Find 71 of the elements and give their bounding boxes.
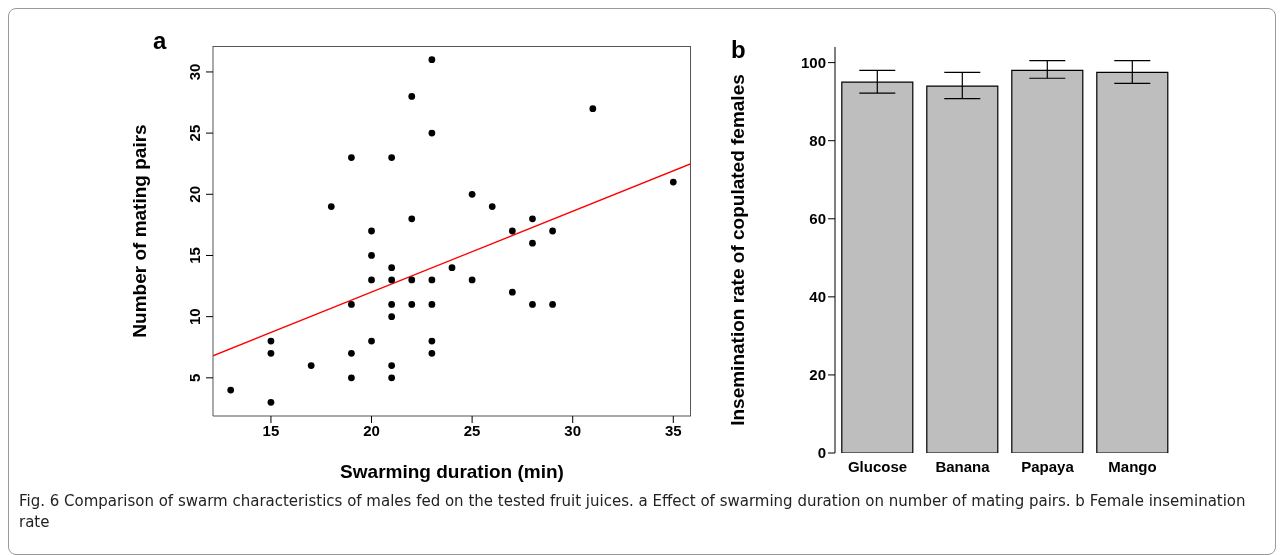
point xyxy=(669,178,677,186)
point xyxy=(408,93,416,100)
chart-title: a xyxy=(153,27,167,55)
point xyxy=(589,105,597,113)
point xyxy=(428,129,436,137)
point xyxy=(549,301,556,308)
point xyxy=(388,313,396,321)
chart-title: b xyxy=(731,36,746,64)
point xyxy=(448,264,456,272)
point xyxy=(408,276,416,284)
point xyxy=(267,398,275,406)
point xyxy=(348,374,355,382)
point xyxy=(529,301,536,308)
point xyxy=(267,337,275,345)
x-axis-title: Swarming duration (min) xyxy=(340,461,564,482)
y-tick-label: 5 xyxy=(186,373,203,382)
point xyxy=(348,154,355,161)
y-tick-label: 0 xyxy=(817,444,826,462)
y-tick-label: 25 xyxy=(186,124,203,142)
point xyxy=(227,386,235,394)
point xyxy=(327,203,335,210)
x-tick-label: Papaya xyxy=(1021,457,1075,475)
point xyxy=(508,288,516,296)
point xyxy=(428,349,436,357)
x-tick-label: 30 xyxy=(564,421,582,439)
point xyxy=(368,227,375,235)
point xyxy=(529,215,536,223)
point xyxy=(368,252,375,259)
caption: Fig. 6 Comparison of swarm characteristics of males fed on the tested fruit juices. a Effect of swarming duration on number of mating pairs. b Female insemination rate xyxy=(19,491,1247,533)
point xyxy=(388,301,396,308)
point xyxy=(307,362,315,369)
point xyxy=(428,56,436,64)
point xyxy=(468,190,476,198)
point xyxy=(368,337,375,345)
y-tick-label: 100 xyxy=(800,53,826,71)
y-tick-label: 10 xyxy=(186,308,203,325)
x-tick-label: Mango xyxy=(1108,457,1157,475)
x-tick-label: 35 xyxy=(664,421,682,439)
point xyxy=(488,203,496,210)
y-tick-label: 30 xyxy=(186,63,203,81)
y-tick-label: 20 xyxy=(809,366,826,384)
point xyxy=(388,264,396,272)
point xyxy=(267,349,275,357)
point xyxy=(388,362,396,369)
point xyxy=(408,215,416,223)
x-tick-label: Banana xyxy=(935,457,991,475)
y-tick-label: 80 xyxy=(809,132,826,150)
y-tick-label: 40 xyxy=(809,288,826,306)
y-tick-label: 20 xyxy=(186,185,203,203)
y-axis-title: Number of mating pairs xyxy=(128,124,150,338)
x-tick-label: 25 xyxy=(463,421,481,439)
y-tick-label: 15 xyxy=(186,247,203,264)
point xyxy=(348,349,355,357)
y-tick-label: 60 xyxy=(809,210,826,228)
y-axis-title: Insemination rate of copulated females xyxy=(726,74,748,426)
point xyxy=(508,227,516,235)
point xyxy=(388,154,396,161)
point xyxy=(428,337,436,345)
point xyxy=(468,276,476,284)
point xyxy=(388,374,396,382)
point xyxy=(428,301,436,308)
point xyxy=(529,239,536,247)
point xyxy=(549,227,556,235)
x-tick-label: Glucose xyxy=(847,457,908,475)
x-tick-label: 20 xyxy=(363,421,380,439)
point xyxy=(388,276,396,284)
x-tick-label: 15 xyxy=(262,421,280,439)
point xyxy=(348,301,355,308)
point xyxy=(408,301,416,308)
point xyxy=(428,276,436,284)
point xyxy=(368,276,375,284)
